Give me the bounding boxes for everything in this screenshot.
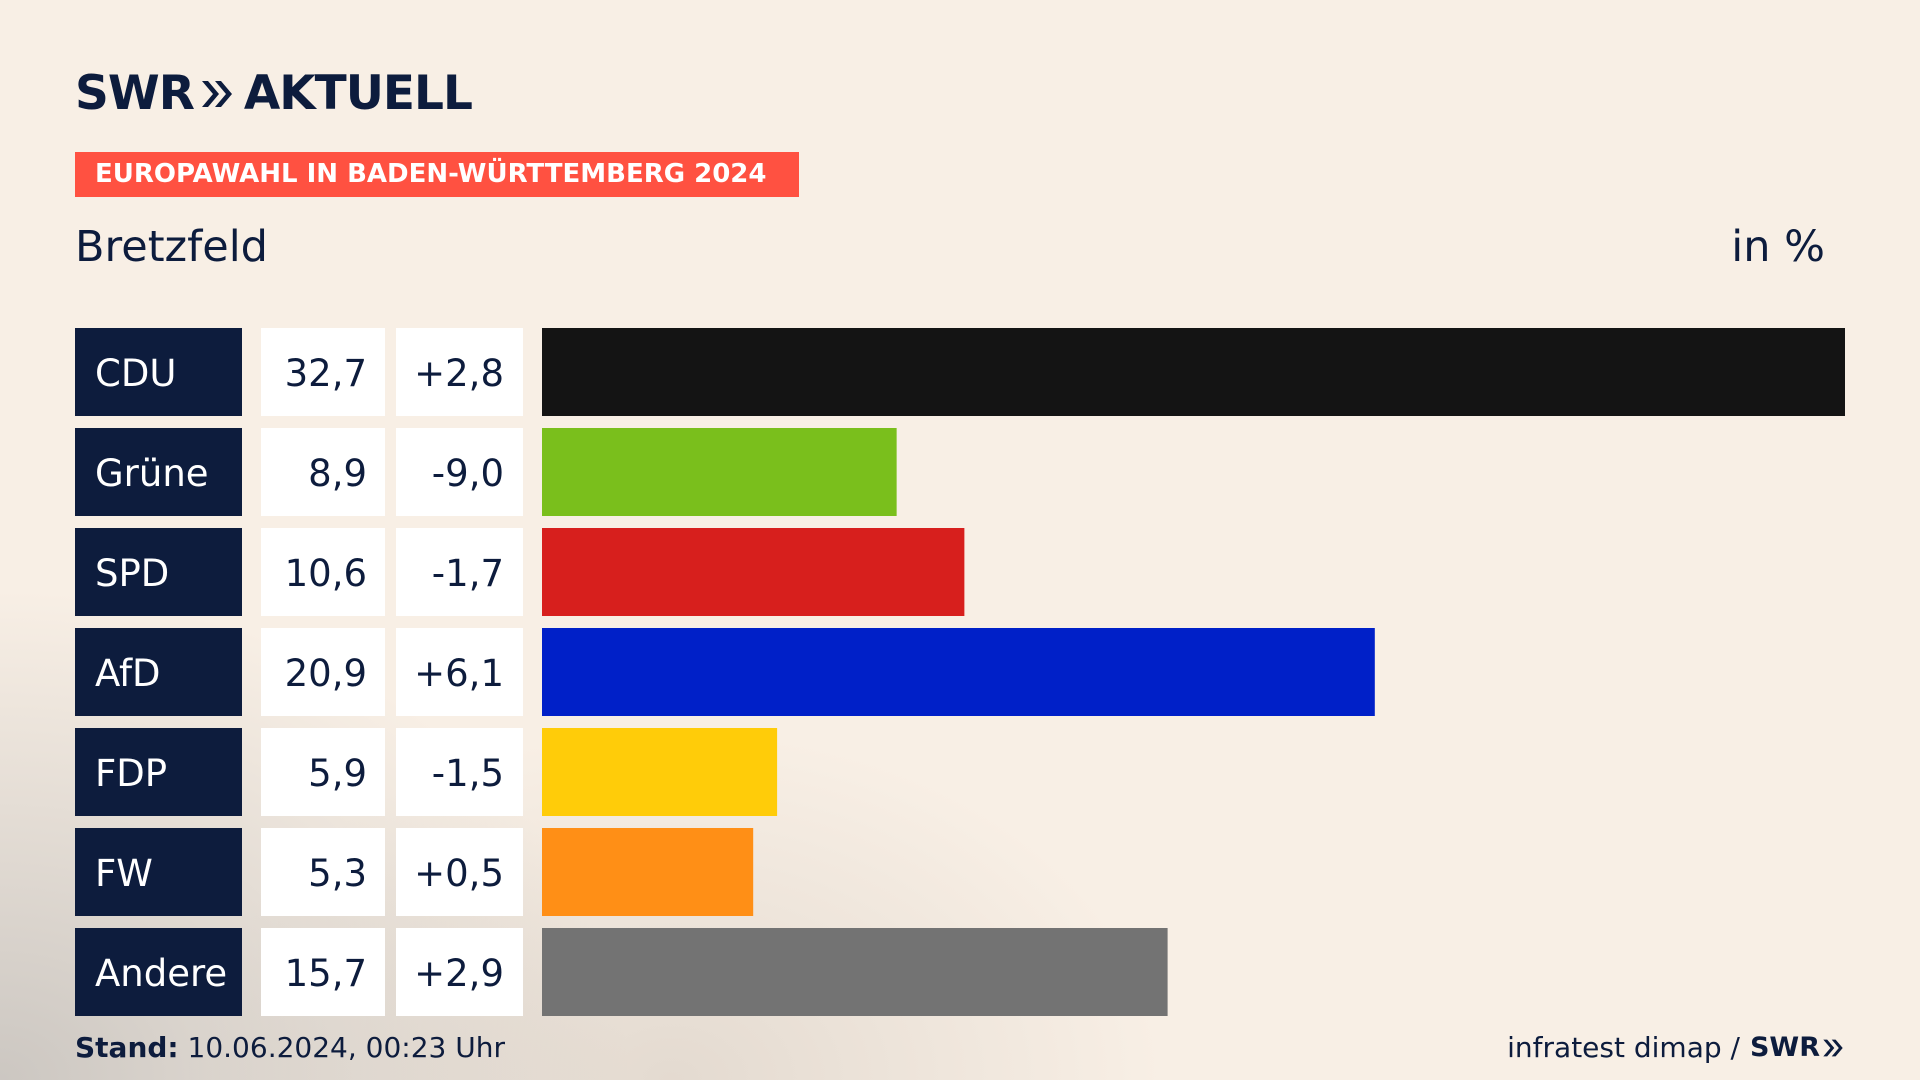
change-label: +2,8 [414, 352, 504, 395]
change-box [396, 428, 523, 516]
change-label: -1,7 [432, 552, 504, 595]
bar-afd [542, 628, 1375, 716]
party-label: AfD [95, 652, 161, 695]
value-label: 15,7 [285, 952, 367, 995]
change-box [396, 328, 523, 416]
bar-spd [542, 528, 965, 616]
bar-cdu [542, 328, 1845, 416]
change-label: +2,9 [414, 952, 504, 995]
change-box [396, 528, 523, 616]
party-label: FW [95, 852, 153, 895]
value-label: 5,9 [308, 752, 367, 795]
change-label: +6,1 [414, 652, 504, 695]
value-box [261, 628, 385, 716]
swr-small-text: SWR [1749, 1032, 1820, 1063]
bar-fdp [542, 728, 778, 816]
change-box [396, 628, 523, 716]
swr-aktuell-logo: SWR AKTUELL [75, 66, 473, 121]
party-label: FDP [95, 752, 167, 795]
party-label: SPD [95, 552, 169, 595]
value-box [261, 728, 385, 816]
value-box [261, 828, 385, 916]
bar-andere [542, 928, 1168, 1016]
party-label-box [75, 928, 242, 1016]
change-label: -9,0 [432, 452, 504, 495]
party-label: Andere [95, 952, 227, 995]
value-box [261, 328, 385, 416]
double-chevron-icon [1823, 1039, 1843, 1056]
party-label: Grüne [95, 452, 209, 495]
change-label: +0,5 [414, 852, 504, 895]
source-credit: infratest dimap / SWR [1507, 1031, 1844, 1064]
value-label: 8,9 [308, 452, 367, 495]
value-box [261, 928, 385, 1016]
swr-small-logo: SWR [1750, 1032, 1844, 1063]
change-box [396, 828, 523, 916]
party-label-box [75, 528, 242, 616]
change-box [396, 928, 523, 1016]
bar-grüne [542, 428, 897, 516]
value-label: 10,6 [285, 552, 367, 595]
value-box [261, 428, 385, 516]
stand-value: 10.06.2024, 00:23 Uhr [187, 1031, 505, 1064]
chart-title: Bretzfeld [75, 222, 268, 272]
party-label: CDU [95, 352, 176, 395]
unit-label: in % [1731, 222, 1825, 272]
value-label: 20,9 [285, 652, 367, 695]
bar-fw [542, 828, 754, 916]
timestamp: Stand: 10.06.2024, 00:23 Uhr [75, 1031, 505, 1064]
party-label-box [75, 328, 242, 416]
value-label: 5,3 [308, 852, 367, 895]
change-label: -1,5 [432, 752, 504, 795]
party-label-box [75, 728, 242, 816]
value-label: 32,7 [285, 352, 367, 395]
party-label-box [75, 428, 242, 516]
double-chevron-icon [200, 66, 234, 121]
aktuell-logo-text: AKTUELL [243, 66, 473, 121]
swr-logo-text: SWR [75, 66, 195, 121]
change-box [396, 728, 523, 816]
party-label-box [75, 828, 242, 916]
source-text: infratest dimap / [1507, 1031, 1740, 1064]
stand-label: Stand: [75, 1031, 179, 1064]
value-box [261, 528, 385, 616]
party-label-box [75, 628, 242, 716]
election-banner: EUROPAWAHL IN BADEN-WÜRTTEMBERG 2024 [75, 152, 799, 197]
